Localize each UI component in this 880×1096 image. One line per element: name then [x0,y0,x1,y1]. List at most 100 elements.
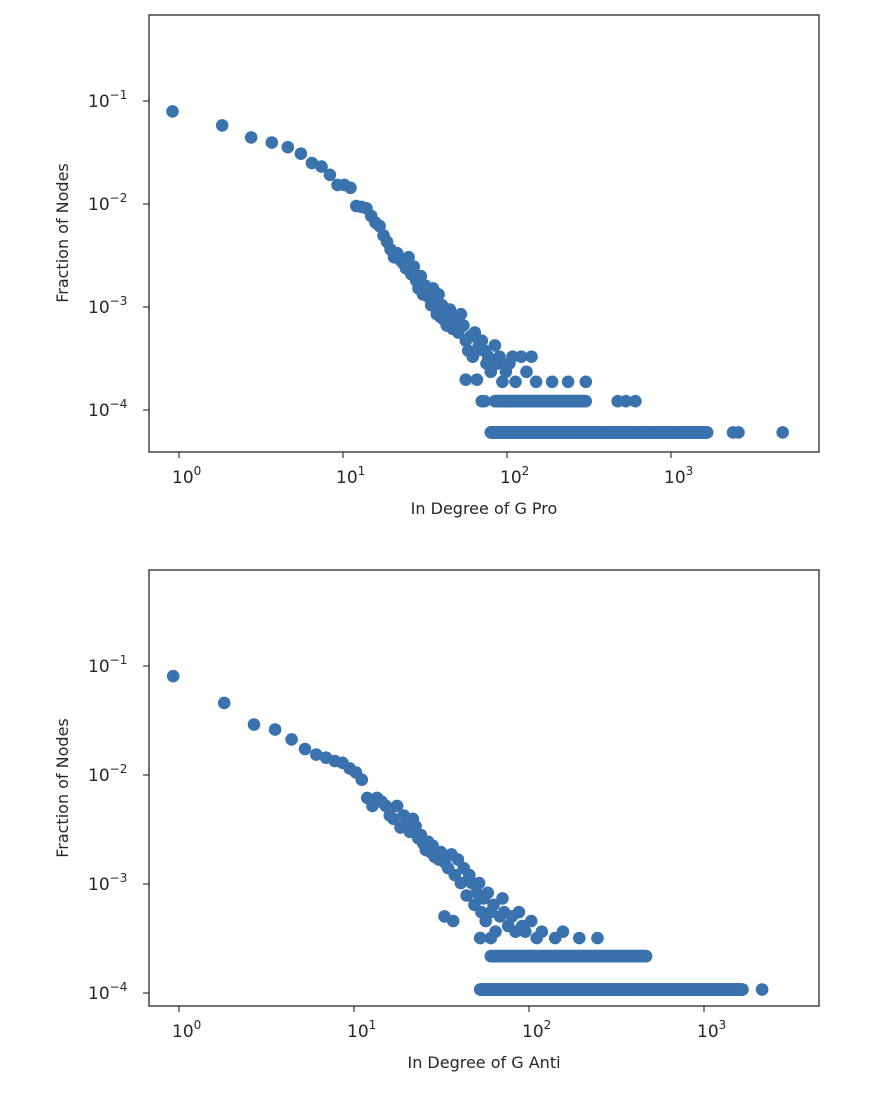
points-bottom [166,669,769,996]
data-point-top-79 [561,375,575,389]
data-point-bottom-68 [524,914,538,928]
data-point-bottom-67 [519,925,532,938]
data-point-bottom-1029 [736,983,749,996]
data-point-bottom-55 [481,886,495,900]
chart-top: 100 101 102 103 10−1 10−2 10−3 10−4 In D… [53,14,820,518]
data-point-top-0 [166,105,179,118]
data-point-top-52 [457,319,470,332]
data-point-top-8 [323,168,337,182]
x-tick-label-top-1: 101 [336,464,365,488]
data-point-bottom-65 [512,905,526,919]
data-point-top-77 [529,375,543,389]
data-point-top-80 [579,375,593,389]
data-point-top-82 [470,373,484,387]
data-point-bottom-3 [268,723,282,736]
y-axis-label-bottom: Fraction of Nodes [53,718,72,858]
y-tick-label-top-0: 10−1 [88,88,127,112]
data-point-top-806 [629,394,642,408]
y-tick-label-bottom-1: 10−2 [88,762,127,786]
x-axis-label-bottom: In Degree of G Anti [407,1053,560,1072]
y-tick-label-bottom-0: 10−1 [88,653,127,677]
data-point-bottom-12 [355,773,369,786]
data-point-top-68 [493,350,506,364]
data-point-bottom-57 [487,898,500,912]
data-point-bottom-6 [310,748,323,761]
data-point-top-51 [454,307,468,321]
data-point-top-297 [579,394,592,408]
data-point-top-69 [496,375,509,389]
data-point-bottom-17 [379,799,393,813]
x-tick-label-bottom-0: 100 [172,1018,201,1042]
data-point-bottom-44 [454,876,468,890]
data-point-bottom-20 [390,799,404,813]
data-point-top-5 [294,147,308,160]
y-tick-label-top-3: 10−4 [88,397,127,421]
data-point-bottom-46 [460,889,473,902]
data-point-top-66 [488,339,502,352]
data-point-top-26 [402,250,415,264]
data-point-top-4 [281,140,295,154]
data-point-top-40 [432,288,445,301]
data-point-top-78 [545,375,559,389]
data-point-bottom-19 [387,812,400,826]
data-point-top-57 [468,326,482,339]
data-point-top-81 [459,373,473,387]
x-tick-label-top-3: 103 [664,464,693,488]
data-point-bottom-76 [446,914,460,928]
data-point-top-805 [619,394,633,408]
data-point-bottom-0 [166,669,180,683]
data-point-bottom-74 [591,931,604,945]
data-point-bottom-77 [473,931,487,945]
x-tick-labels-bottom: 100 101 102 103 [172,1018,726,1042]
data-point-bottom-432 [639,949,653,963]
plot-area-top [148,14,820,453]
data-point-top-73 [509,375,522,389]
data-point-bottom-72 [556,925,570,938]
x-tick-label-top-2: 102 [500,464,529,488]
data-point-top-31 [414,269,428,283]
data-point-top-2 [244,131,258,144]
data-point-top-74 [514,350,528,364]
data-point-top-1 [215,119,229,132]
data-point-top-84 [478,394,491,408]
data-point-top-7 [315,160,328,173]
data-point-bottom-51 [472,876,486,890]
y-tick-label-bottom-2: 10−3 [88,871,127,895]
data-point-top-809 [776,426,789,439]
data-point-bottom-70 [535,925,549,938]
data-point-top-60 [475,334,489,348]
points-top [166,105,789,439]
x-tick-label-top-0: 100 [172,464,201,488]
data-point-top-28 [407,260,421,273]
x-tick-labels-top: 100 101 102 103 [172,464,693,488]
x-tick-label-bottom-2: 102 [522,1018,551,1042]
data-point-top-75 [520,365,533,379]
y-tick-label-top-1: 10−2 [88,191,127,215]
data-point-bottom-60 [496,892,509,905]
y-tick-labels-top: 10−1 10−2 10−3 10−4 [88,88,127,421]
data-point-bottom-73 [573,931,586,945]
data-point-top-6 [305,156,319,170]
y-tick-labels-bottom: 10−1 10−2 10−3 10−4 [88,653,127,1004]
data-point-top-3 [265,136,279,149]
data-point-bottom-2 [247,718,261,731]
plot-area-bottom [148,569,820,1007]
data-point-top-72 [506,350,519,364]
x-axis-label-top: In Degree of G Pro [411,499,558,518]
chart-bottom: 100 101 102 103 10−1 10−2 10−3 10−4 In D… [53,569,820,1072]
data-point-bottom-1 [217,696,231,710]
axis-ticks-top [143,100,672,458]
axis-ticks-bottom [143,665,705,1012]
x-tick-label-bottom-3: 103 [697,1018,726,1042]
data-point-bottom-4 [285,733,298,746]
data-point-top-11 [344,181,357,195]
y-tick-label-bottom-3: 10−4 [88,980,127,1004]
data-point-top-808 [732,426,745,439]
data-point-bottom-78 [484,931,498,945]
data-point-top-803 [700,426,714,439]
y-tick-label-top-2: 10−3 [88,294,127,318]
y-axis-label-top: Fraction of Nodes [53,163,72,303]
data-point-top-47 [443,303,457,316]
data-point-bottom-1030 [755,983,769,996]
